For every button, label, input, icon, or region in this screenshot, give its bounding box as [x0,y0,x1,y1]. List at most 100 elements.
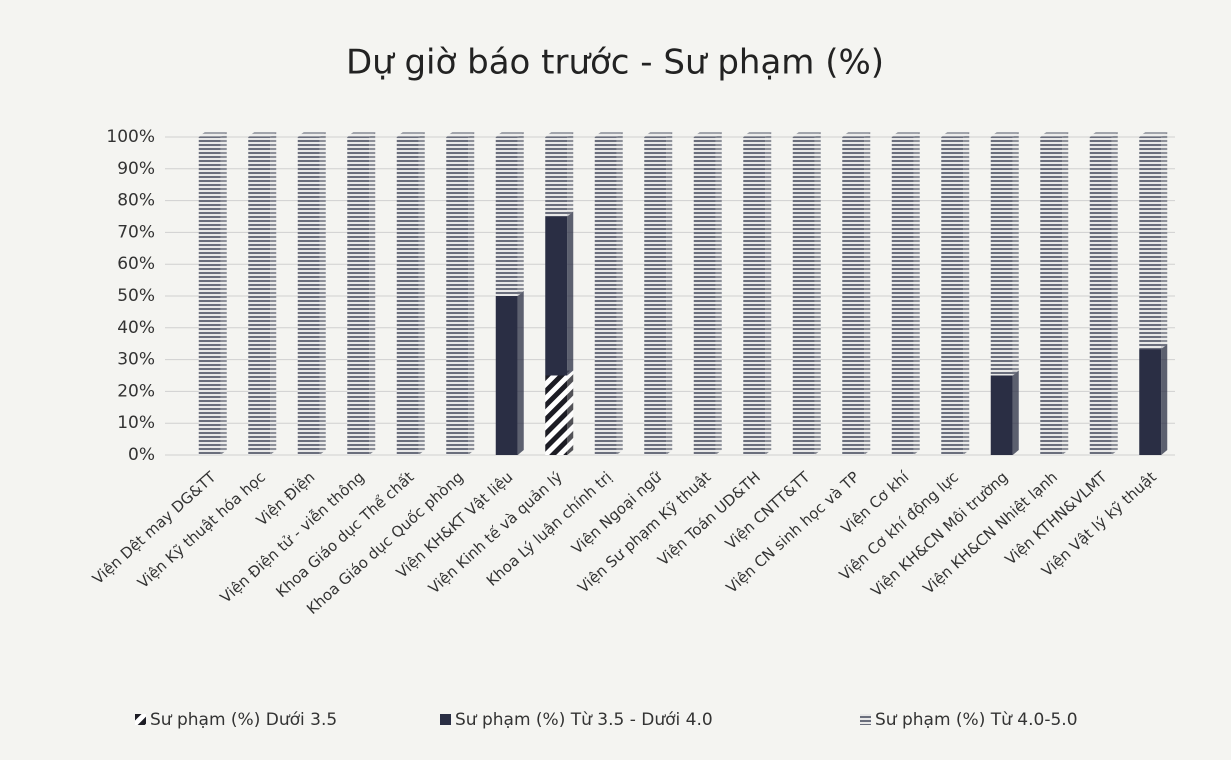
bar-top [446,132,475,137]
bar-top [693,132,722,137]
bar-face [396,137,419,455]
bar-face [248,137,271,455]
bar-face [347,137,370,455]
bar-side [616,132,623,455]
y-tick-label: 80% [117,191,155,211]
bar-side [270,132,277,455]
bar-face [693,137,716,455]
bar-side [715,132,722,455]
bar-top [495,132,524,137]
bar-face [545,137,568,217]
bar-segment [248,132,277,455]
bar-face [297,137,320,455]
bar-side [220,132,227,455]
bar-segment [1139,132,1168,350]
bar-segment [941,132,970,455]
bar-side [418,132,425,455]
bar-segment [396,132,425,455]
bar-top [1040,132,1069,137]
y-tick-label: 50% [117,286,155,306]
y-tick-label: 30% [117,350,155,370]
bar-segment [347,132,376,455]
bar-face [941,137,964,455]
bar-segment [644,132,673,455]
legend-swatch [135,714,146,725]
bar-top [594,132,623,137]
bar-segment [446,132,475,455]
bar-face [743,137,766,455]
bar-top [545,132,574,137]
bar-top [1089,132,1118,137]
bar-top [743,132,772,137]
legend-swatch [440,714,451,725]
bar-segment [594,132,623,455]
bar-top [396,132,425,137]
bar-top [1139,132,1168,137]
y-tick-label: 40% [117,318,155,338]
bar-side [765,132,772,455]
y-tick-label: 60% [117,254,155,274]
bar-side [1062,132,1069,455]
bar-side [1012,132,1019,376]
bar-top [842,132,871,137]
bar-side [567,132,574,217]
bar-top [990,132,1019,137]
bar-side [913,132,920,455]
legend-swatch [860,714,871,725]
bar-segment [693,132,722,455]
bar-side [369,132,376,455]
bar-segment [198,132,227,455]
bar-face [792,137,815,455]
bar-face [545,216,568,376]
bar-side [1012,370,1019,455]
chart-title: Dự giờ báo trước - Sư phạm (%) [346,43,884,83]
bar-top [891,132,920,137]
bar-segment [990,370,1019,455]
bar-face [891,137,914,455]
y-tick-label: 100% [106,127,155,147]
bar-side [517,132,524,296]
y-tick-label: 70% [117,222,155,242]
bar-segment [891,132,920,455]
bar-face [990,137,1013,376]
bar-side [468,132,475,455]
bar-face [1089,137,1112,455]
bar-segment [495,132,524,296]
bar-side [963,132,970,455]
bar-segment [545,132,574,217]
bar-segment [842,132,871,455]
bar-face [644,137,667,455]
y-tick-label: 20% [117,381,155,401]
bar-face [495,137,518,296]
legend-label: Sư phạm (%) Từ 3.5 - Dưới 4.0 [455,710,713,730]
bar-face [1139,137,1162,350]
bar-segment [1089,132,1118,455]
bar-segment [495,291,524,455]
bar-top [297,132,326,137]
bar-segment [545,370,574,455]
bar-side [319,132,326,455]
bar-top [792,132,821,137]
bar-segment [1139,344,1168,455]
bar-face [842,137,865,455]
bar-top [347,132,376,137]
bar-face [1139,349,1162,455]
bar-side [864,132,871,455]
bar-segment [545,211,574,376]
bar-face [545,375,568,455]
bar-face [990,375,1013,455]
y-tick-label: 90% [117,159,155,179]
bar-face [1040,137,1063,455]
bar-face [495,296,518,455]
bar-top [248,132,277,137]
bar-side [1161,132,1168,350]
bar-segment [792,132,821,455]
y-tick-label: 10% [117,413,155,433]
bar-side [1161,344,1168,455]
bar-side [567,211,574,376]
bar-side [567,370,574,455]
bar-face [594,137,617,455]
bar-face [446,137,469,455]
bar-top [941,132,970,137]
